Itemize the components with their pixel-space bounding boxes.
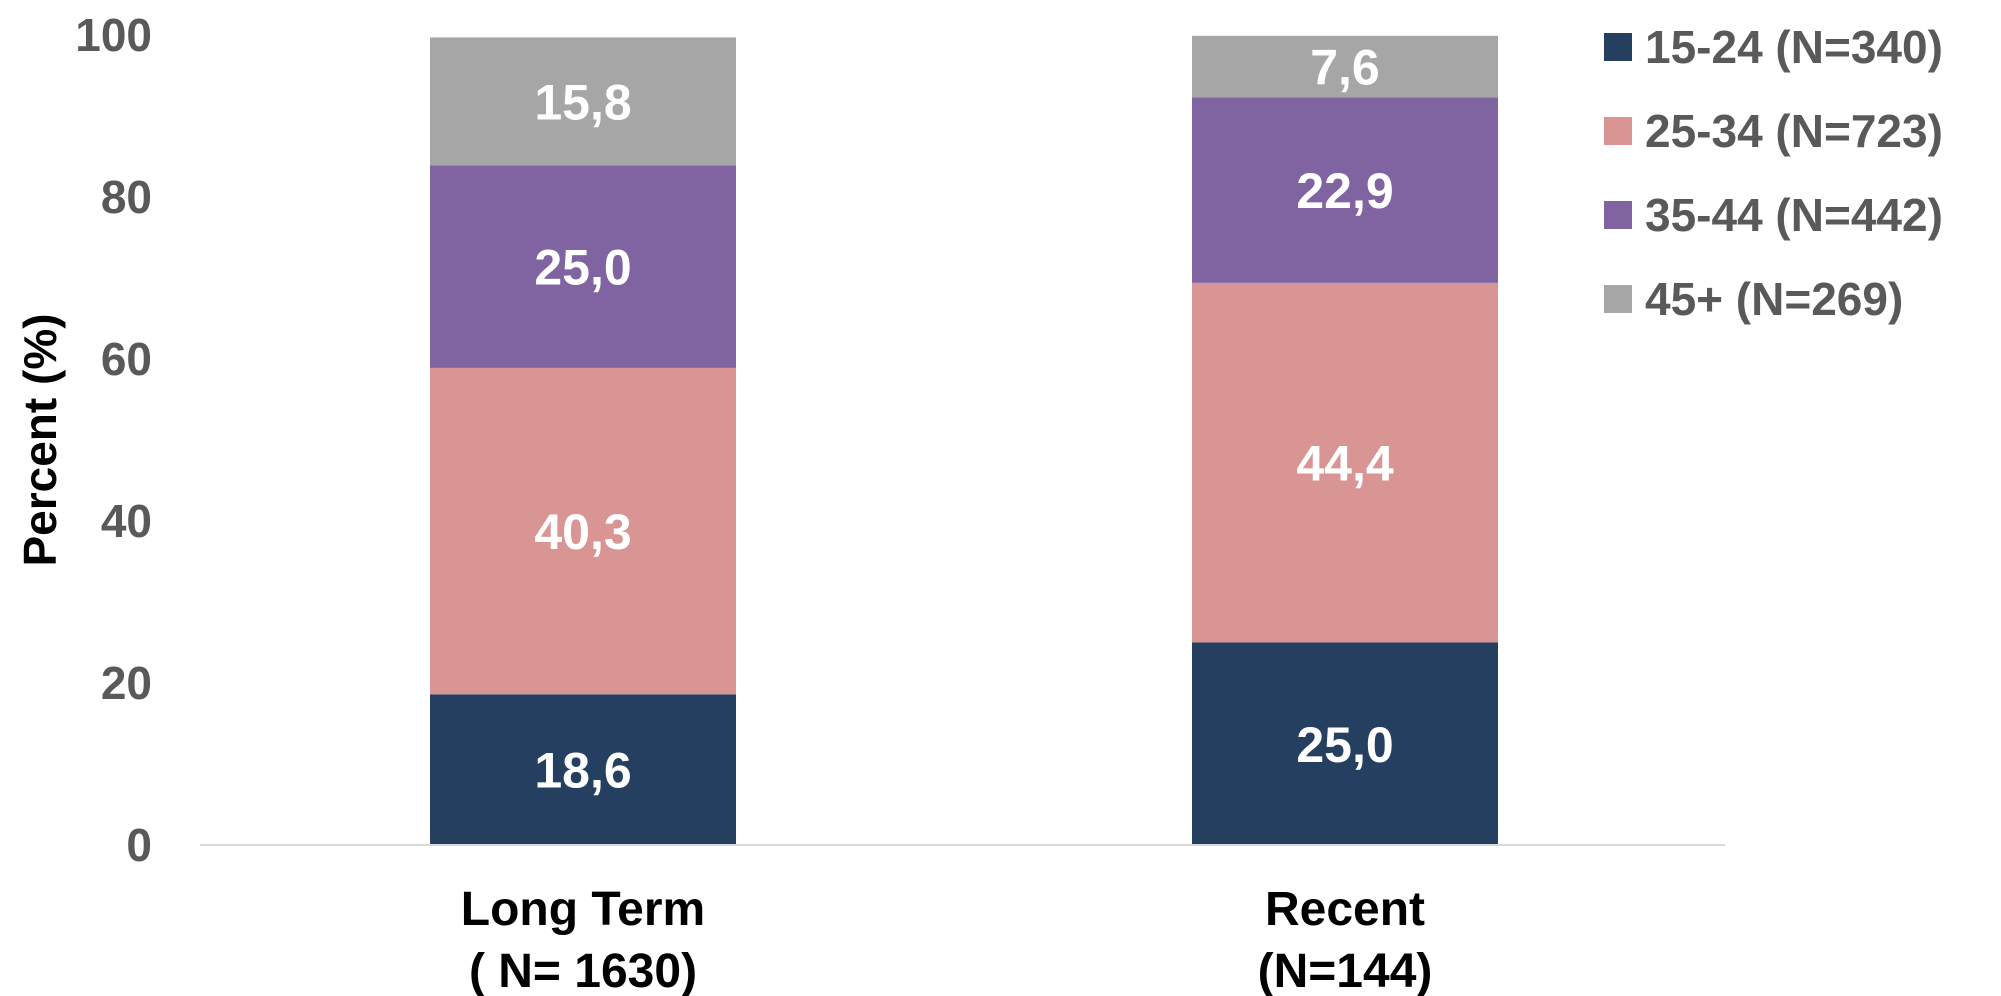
- data-label: 18,6: [534, 743, 631, 799]
- x-category-label: Long Term: [461, 883, 705, 936]
- x-category-label: Recent: [1265, 883, 1425, 936]
- legend-swatch: [1604, 201, 1632, 229]
- bar-segment: [1192, 97, 1498, 283]
- y-axis-label: Percent (%): [14, 313, 66, 566]
- legend-swatch: [1604, 117, 1632, 145]
- y-tick-label: 80: [101, 171, 152, 223]
- y-tick-label: 60: [101, 333, 152, 385]
- bars: 18,6 40,3 25,0 15,8 25,0 44,4 22,9 7,6: [430, 35, 1498, 845]
- bar-segment: [430, 37, 736, 166]
- x-category-label: (N=144): [1258, 945, 1433, 996]
- y-tick-label: 20: [101, 657, 152, 709]
- data-label: 22,9: [1296, 163, 1393, 219]
- y-tick-label: 100: [75, 9, 152, 61]
- y-tick-label: 0: [126, 819, 152, 871]
- x-category-label: ( N= 1630): [469, 945, 697, 996]
- data-label: 25,0: [534, 240, 631, 296]
- legend-label: 25-34 (N=723): [1645, 105, 1943, 157]
- category-labels: Long Term ( N= 1630) Recent (N=144): [461, 883, 1433, 996]
- bar-segment: [430, 165, 736, 368]
- data-label: 40,3: [534, 504, 631, 560]
- legend-label: 35-44 (N=442): [1645, 189, 1943, 241]
- y-axis-ticks: 0 20 40 60 80 100: [75, 9, 152, 871]
- data-label: 15,8: [534, 74, 631, 130]
- bar-segment: [1192, 282, 1498, 643]
- legend-label: 45+ (N=269): [1645, 273, 1903, 325]
- data-label: 7,6: [1310, 40, 1380, 96]
- bar-segment: [430, 694, 736, 845]
- data-label: 25,0: [1296, 717, 1393, 773]
- data-label: 44,4: [1296, 436, 1394, 492]
- legend-swatch: [1604, 33, 1632, 61]
- legend-swatch: [1604, 285, 1632, 313]
- bar-segment: [1192, 642, 1498, 845]
- bar-segment: [430, 367, 736, 695]
- legend-label: 15-24 (N=340): [1645, 21, 1943, 73]
- bar-segment: [1192, 35, 1498, 98]
- y-tick-label: 40: [101, 495, 152, 547]
- legend: 15-24 (N=340) 25-34 (N=723) 35-44 (N=442) 4…: [1604, 21, 1943, 325]
